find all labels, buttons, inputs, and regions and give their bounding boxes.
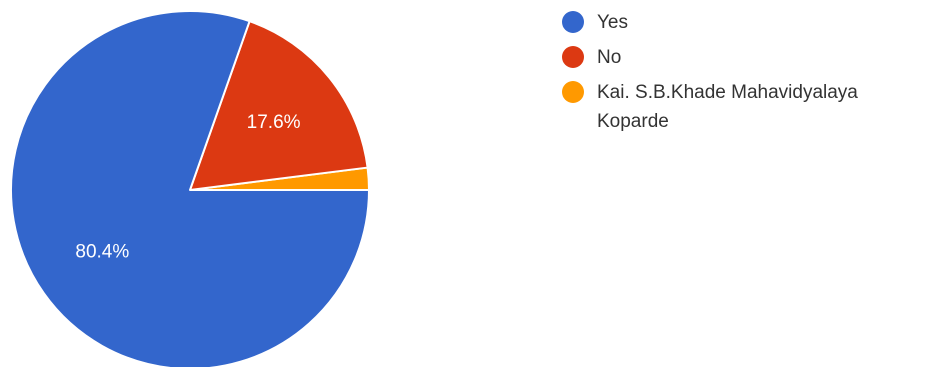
legend-item-yes[interactable]: Yes: [562, 8, 932, 37]
slice-label-yes: 80.4%: [75, 242, 129, 263]
legend-marker-yes: [562, 11, 584, 33]
chart-legend: Yes No Kai. S.B.Khade Mahavidyalaya Kopa…: [562, 8, 932, 142]
pie-slice-labels: 17.6% 80.4%: [75, 112, 300, 262]
legend-label-yes: Yes: [597, 12, 628, 33]
legend-marker-no: [562, 46, 584, 68]
pie-slice-no[interactable]: [189, 20, 369, 191]
legend-label-other: Kai. S.B.Khade Mahavidyalaya Koparde: [597, 82, 858, 132]
legend-label-no: No: [597, 47, 622, 68]
legend-item-no[interactable]: No: [562, 43, 932, 72]
pie-slices: [10, 10, 370, 367]
slice-label-no: 17.6%: [247, 112, 301, 133]
legend-item-other[interactable]: Kai. S.B.Khade Mahavidyalaya Koparde: [562, 78, 932, 136]
legend-marker-other: [562, 81, 584, 103]
pie-slice-yes[interactable]: [10, 10, 370, 367]
